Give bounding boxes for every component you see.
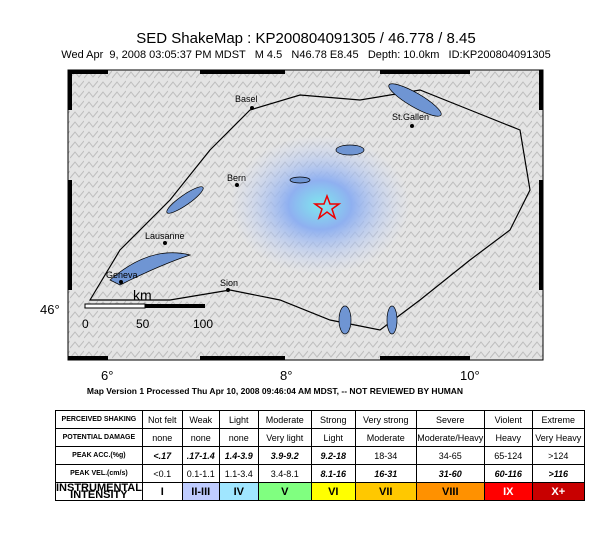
city: Geneva (106, 270, 138, 280)
lon-label: 6° (101, 368, 113, 383)
legend-cell: Moderate (257, 410, 312, 429)
legend-cell: Weak (181, 410, 220, 429)
legend-cell: >124 (531, 446, 585, 465)
legend-cell: 60-116 (483, 464, 533, 483)
city: St.Gallen (392, 112, 429, 122)
scale-label: 100 (193, 317, 213, 331)
legend-row-header: POTENTIAL DAMAGE (55, 428, 143, 447)
legend-cell: Very Heavy (531, 428, 585, 447)
legend-cell: Severe (415, 410, 485, 429)
legend-row-header: PEAK ACC.(%g) (55, 446, 143, 465)
legend-cell: 31-60 (415, 464, 485, 483)
processed-note: Map Version 1 Processed Thu Apr 10, 2008… (87, 386, 463, 396)
legend-cell: VI (310, 482, 356, 501)
legend-cell: 8.1-16 (310, 464, 356, 483)
edge-ticks (68, 70, 543, 360)
legend-cell: VII (354, 482, 417, 501)
subtitle: Wed Apr 9, 2008 03:05:37 PM MDST M 4.5 N… (61, 49, 551, 61)
legend-cell: Not felt (141, 410, 183, 429)
legend-cell: Extreme (531, 410, 585, 429)
legend-cell: I (141, 482, 183, 501)
legend-cell: 9.2-18 (310, 446, 356, 465)
city: Sion (220, 278, 238, 288)
legend-cell: none (181, 428, 220, 447)
scale-unit: km (133, 287, 152, 303)
lakes (109, 83, 442, 335)
map: Basel St.Gallen Bern Lausanne Geneva Sio… (40, 69, 544, 396)
legend-cell: >116 (531, 464, 585, 483)
legend-row-header: PEAK VEL.(cm/s) (55, 464, 143, 483)
legend-cell: Very light (257, 428, 312, 447)
legend-cell: 1.4-3.9 (218, 446, 259, 465)
legend-cell: 65-124 (483, 446, 533, 465)
legend-cell: 16-31 (354, 464, 417, 483)
legend-cell: IX (483, 482, 533, 501)
legend-cell: <.17 (141, 446, 183, 465)
legend-cell: 18-34 (354, 446, 417, 465)
legend-cell: V (257, 482, 312, 501)
legend-cell: 0.1-1.1 (181, 464, 220, 483)
legend-cell: Heavy (483, 428, 533, 447)
legend-cell: 3.4-8.1 (257, 464, 312, 483)
legend-cell: 1.1-3.4 (218, 464, 259, 483)
intensity-legend: PERCEIVED SHAKING Not felt Weak Light Modera… (55, 410, 585, 501)
legend-cell: Strong (310, 410, 356, 429)
title: SED ShakeMap : KP200804091305 / 46.778 /… (136, 30, 476, 47)
legend-cell: none (218, 428, 259, 447)
legend-cell: IV (218, 482, 259, 501)
legend-cell: <0.1 (141, 464, 183, 483)
legend-cell: VIII (415, 482, 485, 501)
border (88, 89, 531, 331)
legend-cell: Very strong (354, 410, 417, 429)
legend-cell: Moderate (354, 428, 417, 447)
legend-cell: X+ (531, 482, 585, 501)
legend-row: PEAK ACC.(%g) <.17.17-1.4 1.4-3.9 3.9-9.2 9.… (55, 446, 585, 465)
city: Basel (235, 94, 258, 104)
scale-bar: km 0 50 100 (82, 287, 213, 331)
legend-row: PEAK VEL.(cm/s) <0.1 0.1-1.1 1.1-3.4 3.4-8.1… (55, 464, 585, 483)
legend-cell: Light (310, 428, 356, 447)
legend-cell: 34-65 (415, 446, 485, 465)
legend-cell: Moderate/Heavy (415, 428, 485, 447)
scale-label: 0 (82, 317, 89, 331)
lat-label: 46° (40, 302, 60, 317)
legend-cell: Violent (483, 410, 533, 429)
legend-cell: none (141, 428, 183, 447)
city: Bern (227, 173, 246, 183)
legend-cell: Light (218, 410, 259, 429)
legend-cell: .17-1.4 (181, 446, 220, 465)
legend-row-header: INSTRUMENTAL INTENSITY (55, 481, 143, 501)
lon-label: 10° (460, 368, 480, 383)
intensity-area (230, 135, 410, 275)
legend-row: PERCEIVED SHAKING Not felt Weak Light Modera… (55, 410, 585, 429)
legend-row-header: PERCEIVED SHAKING (55, 410, 143, 429)
scale-label: 50 (136, 317, 150, 331)
legend-row: POTENTIAL DAMAGE none none none Very light Li… (55, 428, 585, 447)
cities: Basel St.Gallen Bern Lausanne Geneva Sio… (106, 94, 429, 292)
legend-cell: 3.9-9.2 (257, 446, 312, 465)
legend-cell: II-III (181, 482, 220, 501)
epicenter (312, 193, 342, 221)
city: Lausanne (145, 231, 185, 241)
legend-row: INSTRUMENTAL INTENSITY I II-III IV V VI VII VII… (55, 481, 585, 501)
lon-label: 8° (280, 368, 292, 383)
